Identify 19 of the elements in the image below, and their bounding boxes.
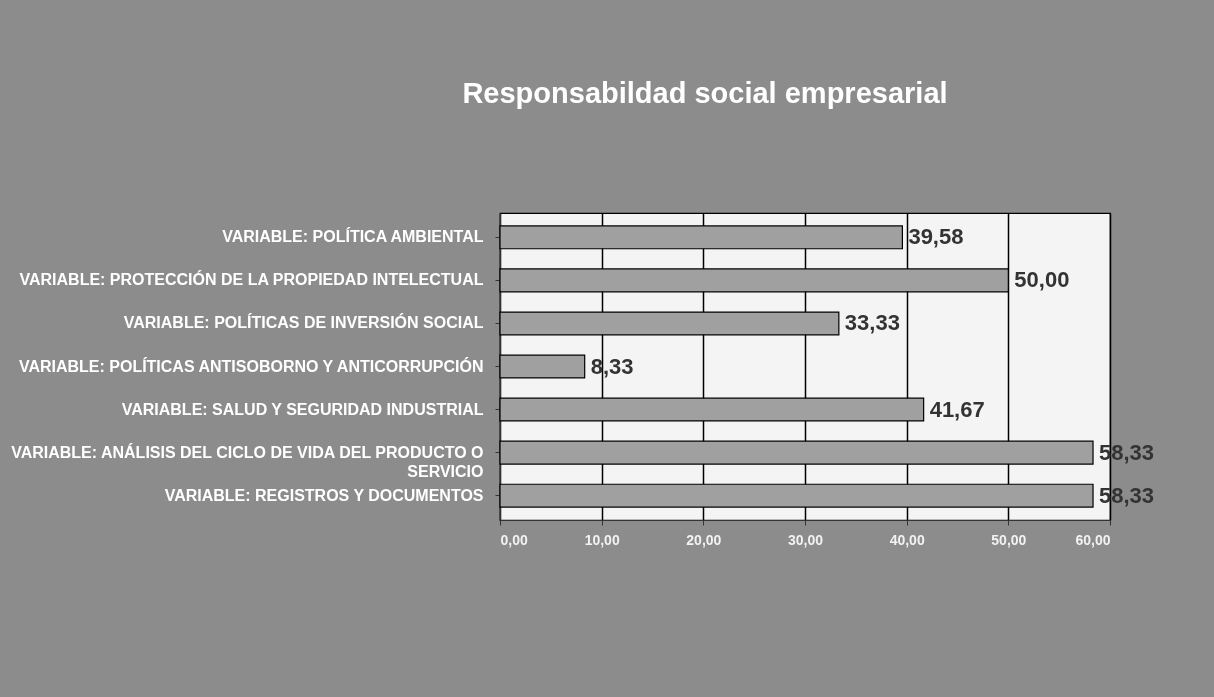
x-tick-label: 60,00 (1075, 531, 1111, 548)
x-tick-label: 0,00 (500, 531, 528, 548)
data-label: 39,58 (908, 224, 964, 250)
y-tick-label: VARIABLE: PROTECCIÓN DE LA PROPIEDAD INTELECTUAL (19, 270, 484, 289)
y-tick-label: VARIABLE: POLÍTICAS ANTISOBORNO Y ANTICORRUPCIÓN (18, 356, 484, 375)
x-tick-label: 10,00 (584, 531, 620, 548)
y-tick-label: VARIABLE: REGISTROS Y DOCUMENTOS (164, 486, 484, 504)
data-label: 33,33 (844, 310, 900, 336)
y-tick-label: VARIABLE: POLÍTICA AMBIENTAL (222, 227, 484, 246)
chart-title: Responsabildad social empresarial (462, 77, 948, 109)
x-tick-label: 50,00 (991, 531, 1027, 548)
data-label: 41,67 (929, 396, 985, 422)
x-tick-label: 30,00 (787, 531, 824, 548)
y-tick-label: VARIABLE: ANÁLISIS DEL CICLO DE VIDA DEL PRODUCTO O SERVICIO (11, 442, 484, 480)
y-tick-label: VARIABLE: POLÍTICAS DE INVERSIÓN SOCIAL (123, 313, 484, 332)
x-tick-label: 20,00 (686, 531, 722, 548)
x-tick-label: 40,00 (889, 531, 925, 548)
data-label: 50,00 (1014, 267, 1070, 293)
y-tick-label: VARIABLE: SALUD Y SEGURIDAD INDUSTRIAL (121, 400, 484, 418)
